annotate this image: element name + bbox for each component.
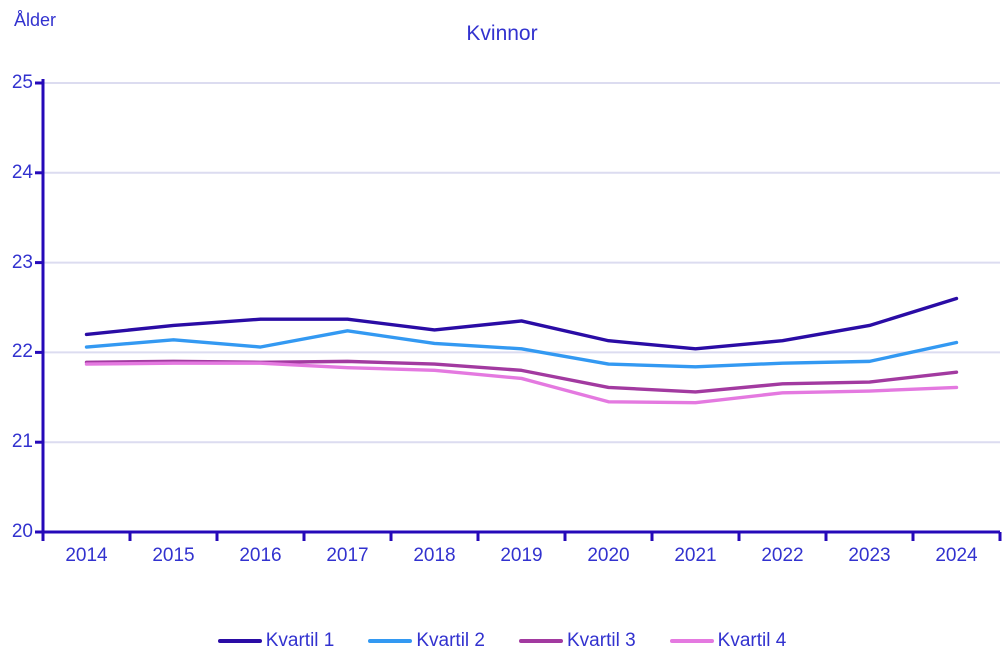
legend-line-swatch-kvartil-4 [669, 639, 714, 643]
y-tick-label: 23 [11, 251, 33, 273]
y-tick-label: 25 [11, 72, 33, 93]
legend-line-swatch-kvartil-3 [519, 639, 563, 643]
x-tick-label: 2021 [674, 545, 717, 566]
legend-label: Kvartil 2 [416, 630, 485, 651]
y-tick-label: 21 [11, 431, 33, 453]
x-tick-label: 2024 [935, 545, 978, 566]
legend-label: Kvartil 4 [717, 630, 787, 651]
x-tick-label: 2014 [65, 545, 108, 566]
chart-legend: Kvartil 1 Kvartil 2 Kvartil 3 Kvartil 4 [0, 630, 1004, 652]
legend-item-kvartil-2: Kvartil 2 [368, 630, 485, 652]
legend-label: Kvartil 3 [567, 630, 636, 651]
legend-item-kvartil-3: Kvartil 3 [519, 630, 636, 652]
y-tick-label: 22 [11, 341, 33, 363]
x-tick-label: 2015 [152, 545, 195, 566]
x-tick-label: 2023 [848, 545, 891, 566]
x-tick-label: 2018 [413, 545, 456, 566]
y-tick-label: 24 [11, 161, 33, 183]
legend-line-swatch-kvartil-2 [368, 639, 413, 643]
x-tick-label: 2022 [761, 545, 804, 566]
legend-label: Kvartil 1 [265, 630, 335, 651]
legend-item-kvartil-1: Kvartil 1 [217, 630, 335, 652]
x-tick-label: 2016 [239, 545, 282, 566]
x-tick-label: 2020 [587, 545, 630, 566]
chart-title: Kvinnor [466, 22, 538, 45]
legend-item-kvartil-4: Kvartil 4 [669, 630, 787, 652]
y-tick-label: 20 [11, 521, 33, 542]
x-tick-label: 2019 [500, 545, 543, 566]
y-axis-unit-label: Ålder [14, 10, 57, 30]
x-tick-label: 2017 [326, 545, 369, 566]
legend-line-swatch-kvartil-1 [217, 639, 262, 643]
